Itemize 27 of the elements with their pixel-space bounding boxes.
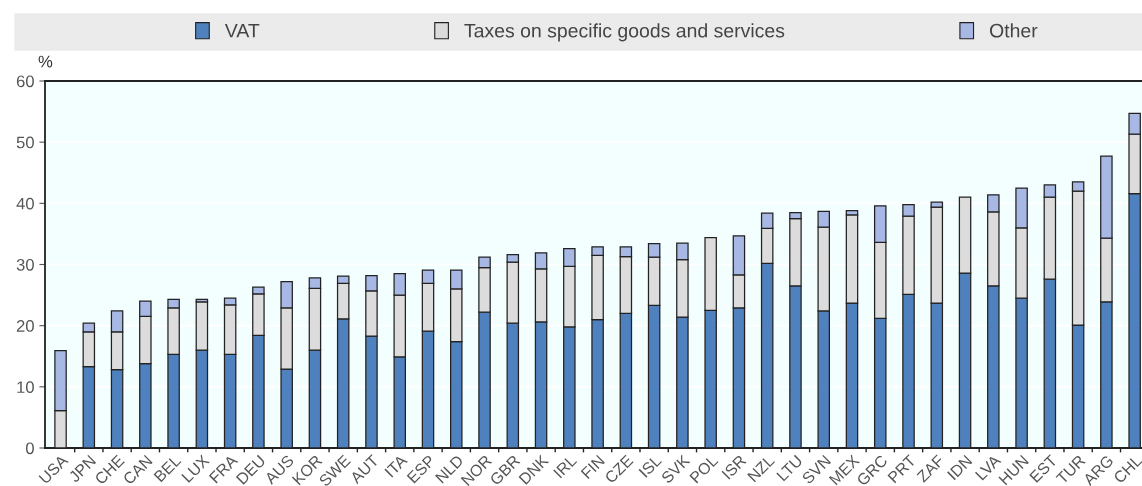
x-tick-label: POL	[689, 454, 719, 484]
legend-label: VAT	[224, 23, 260, 38]
legend-label: Taxes on specific goods and services	[464, 23, 785, 42]
x-tick-label: NZL	[747, 454, 776, 483]
y-tick-label: 20	[16, 320, 34, 332]
x-tick-label: IRL	[553, 454, 578, 479]
x-tick-label: JPN	[68, 454, 97, 484]
y-tick-label: 0	[25, 442, 34, 455]
y-axis-title: %	[38, 55, 53, 68]
y-tick-label: 50	[16, 136, 34, 149]
y-tick-label: 10	[17, 381, 34, 394]
legend-label: Other	[990, 23, 1038, 38]
x-tick-label: LTU	[776, 454, 803, 482]
x-tick-label: FRA	[208, 453, 239, 484]
y-tick-label: 60	[16, 75, 34, 88]
x-tick-label: CZE	[604, 454, 634, 484]
x-tick-label: CHL	[1112, 454, 1142, 484]
x-tick-label: ISR	[721, 454, 747, 480]
x-tick-label: TUR	[1055, 454, 1086, 485]
y-tick-label: 40	[16, 197, 34, 210]
y-tick-label: 30	[16, 258, 34, 271]
x-tick-label: ISL	[638, 454, 663, 478]
x-tick-label: USA	[38, 453, 69, 485]
x-tick-label: BEL	[153, 454, 182, 483]
x-tick-label: ITA	[384, 453, 408, 478]
x-tick-label: IDN	[947, 454, 973, 481]
x-tick-label: FIN	[580, 454, 605, 480]
